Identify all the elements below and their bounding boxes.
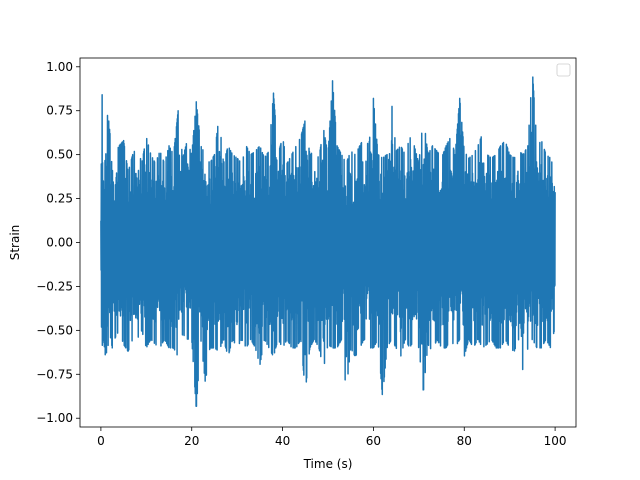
y-tick-label: −0.75 [36,367,73,381]
y-tick-label: −0.50 [36,323,73,337]
y-tick-label: 0.75 [46,104,73,118]
x-tick-label: 40 [275,434,290,448]
series-line [100,76,556,407]
x-tick-label: 60 [366,434,381,448]
y-tick-label: −0.25 [36,279,73,293]
x-tick-label: 100 [544,434,567,448]
y-tick-label: 1.00 [46,60,73,74]
x-tick-label: 80 [457,434,472,448]
x-tick-label: 20 [184,434,199,448]
x-axis-label: Time (s) [303,457,353,471]
x-tick-label: 0 [97,434,105,448]
series-layer [100,76,556,407]
y-axis: −1.00 −0.75 −0.50 −0.25 0.00 0.25 0.50 0.75 1.00 [36,60,80,425]
legend-box [556,63,571,77]
y-tick-label: 0.50 [46,148,73,162]
x-axis: 0 20 40 60 80 100 [97,427,567,448]
y-tick-label: 0.00 [46,236,73,250]
y-axis-label: Strain [8,225,22,261]
y-tick-label: −1.00 [36,411,73,425]
y-tick-label: 0.25 [46,192,73,206]
plot-area [100,76,556,407]
legend [556,63,571,77]
